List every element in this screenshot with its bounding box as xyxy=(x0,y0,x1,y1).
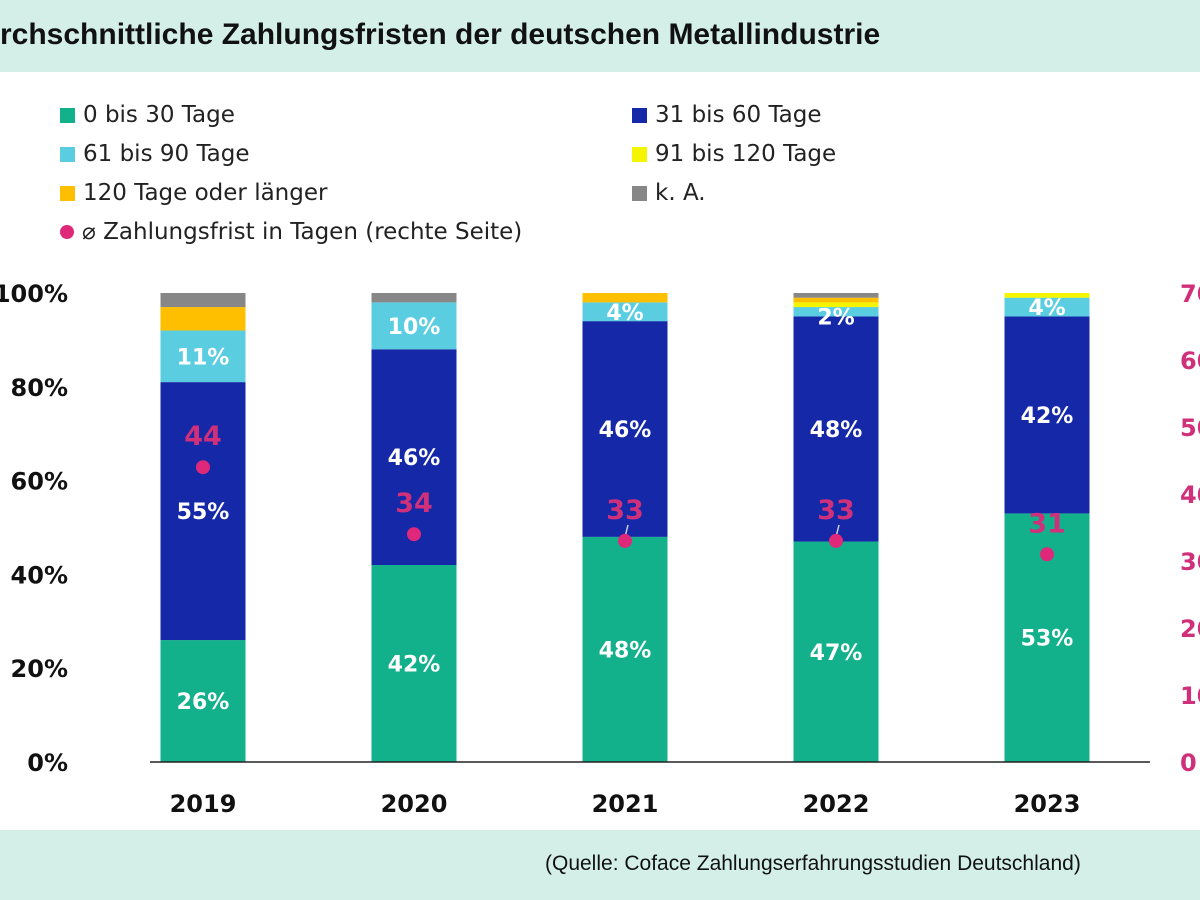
legend-item: ⌀ Zahlungsfrist in Tagen (rechte Seite) xyxy=(60,219,522,245)
legend-dot-marker xyxy=(60,225,74,239)
bar-segment xyxy=(793,316,879,542)
bar-segment xyxy=(371,302,457,350)
x-tick-label: 2021 xyxy=(592,790,659,818)
legend-label: k. A. xyxy=(655,180,706,206)
x-tick-label: 2019 xyxy=(170,790,237,818)
data-label: 4% xyxy=(606,301,643,326)
y-tick-label: 0% xyxy=(27,749,68,777)
bar-segment xyxy=(582,321,668,537)
data-label: 2% xyxy=(817,305,854,330)
legend-label: 31 bis 60 Tage xyxy=(655,102,822,128)
y2-tick-label: 30 xyxy=(1180,548,1200,576)
legend-label: 61 bis 90 Tage xyxy=(83,141,250,167)
legend-swatch xyxy=(632,107,647,123)
y-tick-label: 60% xyxy=(11,468,68,496)
bar-segment xyxy=(582,302,668,322)
legend-item: 61 bis 90 Tage xyxy=(60,141,250,167)
data-label: 47% xyxy=(810,641,863,666)
point-label: 31 xyxy=(1028,508,1066,539)
legend-label: 120 Tage oder länger xyxy=(83,180,328,206)
bar-segment xyxy=(1004,316,1090,514)
y2-tick-label: 50 xyxy=(1180,414,1200,442)
bar-segment xyxy=(160,640,246,762)
y2-tick-label: 0 xyxy=(1180,749,1197,777)
legend-label: 0 bis 30 Tage xyxy=(83,102,235,128)
y2-tick-label: 10 xyxy=(1180,682,1200,710)
y2-tick-label: 60 xyxy=(1180,347,1200,375)
bar-segment xyxy=(793,307,879,317)
y2-tick-label: 70 xyxy=(1180,280,1200,308)
data-label: 4% xyxy=(1028,296,1065,321)
point-label: 44 xyxy=(184,421,222,452)
data-label: 42% xyxy=(388,653,441,678)
line-point xyxy=(407,527,421,542)
legend-swatch xyxy=(60,146,75,162)
x-tick-label: 2022 xyxy=(803,790,870,818)
y-tick-label: 40% xyxy=(11,561,68,589)
legend-swatch xyxy=(632,146,647,162)
data-label: 48% xyxy=(599,638,652,663)
bar-segment xyxy=(793,541,879,762)
bar-segment xyxy=(371,565,457,762)
y-tick-label: 100% xyxy=(0,280,68,308)
legend-item: 91 bis 120 Tage xyxy=(632,141,836,167)
bar-segment xyxy=(371,293,457,303)
line-point xyxy=(618,533,632,548)
data-label: 46% xyxy=(599,418,652,443)
legend-swatch xyxy=(632,185,647,201)
legend-item: 120 Tage oder länger xyxy=(60,180,327,206)
bar-segment xyxy=(793,293,879,298)
legend-label: 91 bis 120 Tage xyxy=(655,141,837,167)
line-point xyxy=(1040,547,1054,562)
chart-title: Durchschnittliche Zahlungsfristen der de… xyxy=(0,18,881,51)
data-label: 53% xyxy=(1021,627,1074,652)
x-tick-label: 2020 xyxy=(381,790,448,818)
legend-label: ⌀ Zahlungsfrist in Tagen (rechte Seite) xyxy=(82,219,523,245)
data-label: 42% xyxy=(1021,404,1074,429)
point-label: 33 xyxy=(606,495,644,526)
legend-item: 31 bis 60 Tage xyxy=(632,102,822,128)
y-tick-label: 20% xyxy=(11,655,68,683)
data-label: 10% xyxy=(388,315,441,340)
y2-tick-label: 20 xyxy=(1180,615,1200,643)
source-band: (Quelle: Coface Zahlungserfahrungsstudie… xyxy=(0,830,1200,900)
title-band: Durchschnittliche Zahlungsfristen der de… xyxy=(0,0,1200,72)
bar-segment xyxy=(793,302,879,308)
bar-segment xyxy=(1004,293,1090,298)
chart-source: (Quelle: Coface Zahlungserfahrungsstudie… xyxy=(545,852,1081,875)
point-label: 33 xyxy=(817,495,855,526)
bar-segment xyxy=(582,293,668,303)
data-label: 46% xyxy=(388,446,441,471)
bar-segment xyxy=(160,382,246,641)
legend-item: 0 bis 30 Tage xyxy=(60,102,235,128)
bar-segment xyxy=(160,293,246,308)
legend-swatch xyxy=(60,185,75,201)
x-tick-label: 2023 xyxy=(1014,790,1081,818)
bar-segment xyxy=(160,307,246,331)
line-point xyxy=(829,533,843,548)
y2-tick-label: 40 xyxy=(1180,481,1200,509)
data-label: 48% xyxy=(810,418,863,443)
line-point xyxy=(196,460,210,475)
legend-item: k. A. xyxy=(632,180,706,206)
point-label: 34 xyxy=(395,488,433,519)
data-label: 11% xyxy=(177,345,230,370)
data-label: 26% xyxy=(177,690,230,715)
bar-segment xyxy=(582,536,668,762)
data-label: 55% xyxy=(177,500,230,525)
bar-segment xyxy=(1004,297,1090,317)
y-tick-label: 80% xyxy=(11,374,68,402)
bar-segment xyxy=(793,297,879,303)
bar-segment xyxy=(160,330,246,383)
legend-swatch xyxy=(60,107,75,123)
